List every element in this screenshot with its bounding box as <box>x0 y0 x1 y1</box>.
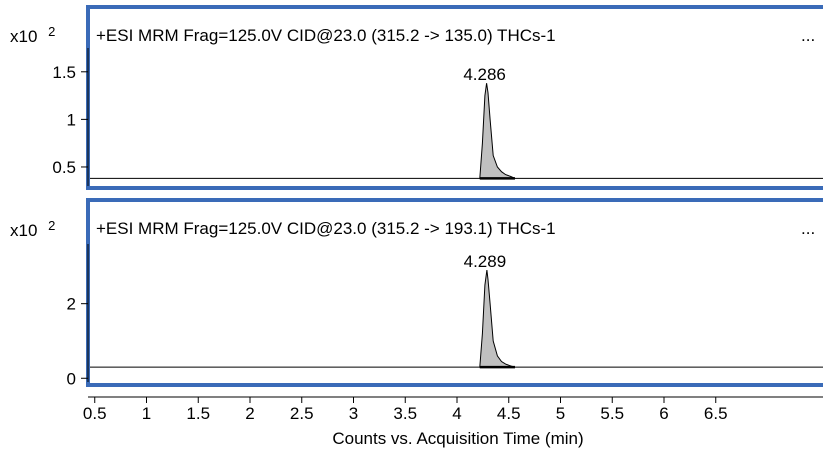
panel-1-y-axis: 0.5 1 1.5 <box>52 48 89 186</box>
panel-2-multiplier-exp: 2 <box>48 218 55 233</box>
panel-1-plot-area <box>90 83 823 180</box>
panel-1-y-tick-label: 1 <box>67 110 76 129</box>
panel-2-y-axis: 02 <box>67 244 89 388</box>
panel-2-title: +ESI MRM Frag=125.0V CID@23.0 (315.2 -> … <box>96 219 556 238</box>
panel-1-peak-label: 4.286 <box>463 65 506 84</box>
x-tick-label: 4 <box>452 404 461 423</box>
x-tick-label: 6.5 <box>704 404 728 423</box>
x-tick-label: 2.5 <box>290 404 314 423</box>
panel-1-y-tick-label: 0.5 <box>52 158 76 177</box>
x-tick-label: 0.5 <box>83 404 107 423</box>
x-tick-label: 3 <box>349 404 358 423</box>
panel-1: x10 2 +ESI MRM Frag=125.0V CID@23.0 (315… <box>10 5 823 190</box>
x-tick-label: 5.5 <box>600 404 624 423</box>
panel-2-peak-area <box>479 270 516 368</box>
panel-2-multiplier: x10 2 <box>10 218 55 240</box>
x-tick-label: 4.5 <box>497 404 521 423</box>
panel-1-multiplier-exp: 2 <box>48 24 55 39</box>
x-axis-label: Counts vs. Acquisition Time (min) <box>332 429 583 448</box>
panel-1-y-tick-label: 1.5 <box>52 63 76 82</box>
panel-2-peak-label: 4.289 <box>464 252 507 271</box>
panel-1-title-ellipsis: ... <box>801 26 815 45</box>
panel-2: x10 2 +ESI MRM Frag=125.0V CID@23.0 (315… <box>10 198 823 388</box>
panel-2-title-ellipsis: ... <box>801 219 815 238</box>
x-tick-label: 2 <box>245 404 254 423</box>
panel-1-multiplier: x10 2 <box>10 24 55 46</box>
panel-2-multiplier-base: x10 <box>10 221 37 240</box>
x-tick-label: 1 <box>142 404 151 423</box>
panel-2-plot-area <box>90 270 823 369</box>
x-tick-label: 3.5 <box>393 404 417 423</box>
x-tick-label: 5 <box>556 404 565 423</box>
x-tick-label: 1.5 <box>186 404 210 423</box>
panel-2-y-tick-label: 2 <box>67 295 76 314</box>
panel-1-title: +ESI MRM Frag=125.0V CID@23.0 (315.2 -> … <box>96 26 556 45</box>
x-axis: 0.5 1 1.5 2 2.5 3 3.5 4 4.5 5 5.5 6 6.5 <box>83 396 823 423</box>
x-tick-label: 6 <box>659 404 668 423</box>
panel-2-y-tick-label: 0 <box>67 369 76 388</box>
panel-1-peak-area <box>479 83 516 179</box>
panel-1-multiplier-base: x10 <box>10 27 37 46</box>
